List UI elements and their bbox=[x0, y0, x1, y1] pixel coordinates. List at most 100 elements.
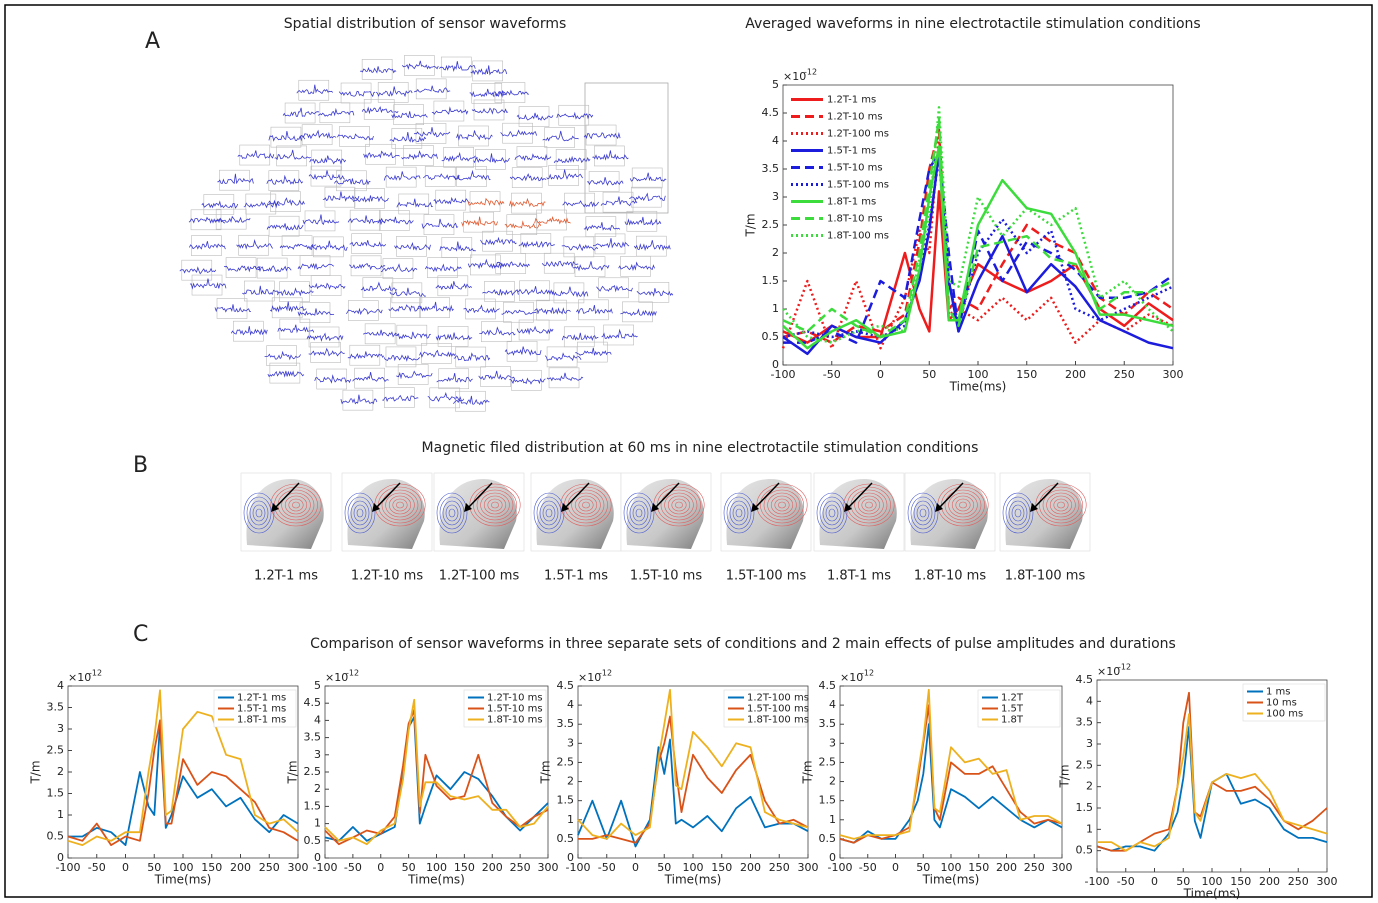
x-tick-label: -100 bbox=[828, 861, 853, 874]
sensor-trace bbox=[454, 169, 491, 181]
sensor-box bbox=[438, 368, 470, 390]
contour bbox=[726, 496, 752, 530]
sensor-trace bbox=[363, 329, 400, 338]
sensor-trace bbox=[517, 286, 554, 296]
contour bbox=[723, 492, 755, 534]
legend-label: 1.8T-100 ms bbox=[747, 715, 809, 726]
series-line bbox=[782, 145, 1174, 350]
contour bbox=[442, 500, 462, 526]
legend: 1.2T-1 ms 1.2T-10 ms 1.2T-100 ms 1.5T-1 ms 1… bbox=[787, 89, 889, 246]
y-multiplier: ×10 bbox=[783, 70, 806, 83]
sensor-trace bbox=[587, 177, 624, 186]
contour bbox=[865, 501, 873, 509]
legend-label: 1.8T-10 ms bbox=[487, 715, 543, 726]
x-tick-label: -100 bbox=[566, 861, 591, 874]
x-tick-label: 150 bbox=[1016, 368, 1037, 381]
sensor-trace bbox=[279, 243, 317, 251]
y-tick-label: 2.5 bbox=[819, 755, 837, 768]
contour bbox=[578, 498, 594, 512]
y-tick-label: 3.5 bbox=[762, 162, 780, 175]
sensor-trace bbox=[213, 215, 251, 224]
head bbox=[347, 479, 425, 549]
sensor-box bbox=[350, 255, 382, 277]
x-tick-label: -100 bbox=[56, 861, 81, 874]
sensor-trace bbox=[518, 240, 555, 249]
sensor-trace bbox=[254, 265, 292, 272]
sensor-trace bbox=[422, 173, 460, 181]
contour bbox=[632, 504, 646, 522]
sensor-trace bbox=[413, 85, 451, 93]
y-tick-label: 1.5 bbox=[762, 274, 780, 287]
sensor-trace bbox=[453, 352, 491, 362]
x-tick-label: 50 bbox=[657, 861, 671, 874]
y-tick-label: 4 bbox=[57, 679, 64, 692]
chart-title: Averaged waveforms in nine electrotactil… bbox=[745, 16, 1200, 32]
sensor-trace bbox=[236, 238, 273, 250]
contour bbox=[281, 492, 311, 518]
sensor-trace bbox=[467, 197, 505, 206]
sensor-trace bbox=[389, 287, 426, 297]
line-chart: -100 -50 0 50 100 150 200 250 300 0 0.5 1 1.5 2 2.5 3 3.… bbox=[801, 669, 1073, 887]
map-label: 1.2T-100 ms bbox=[439, 569, 520, 584]
sensor-trace bbox=[470, 65, 508, 76]
map-label: 1.8T-1 ms bbox=[827, 569, 891, 584]
arrow-head bbox=[271, 503, 279, 512]
sensor-box bbox=[495, 253, 527, 274]
legend-label: 10 ms bbox=[1266, 698, 1297, 709]
x-tick-label: 250 bbox=[510, 861, 531, 874]
sensor-trace bbox=[504, 220, 542, 229]
sensor-trace bbox=[467, 258, 505, 270]
x-axis-label: Time(ms) bbox=[922, 873, 980, 887]
frame bbox=[4, 4, 1373, 898]
sensor-trace bbox=[541, 260, 579, 269]
sensor-trace bbox=[561, 332, 599, 341]
sensor-box bbox=[602, 191, 634, 213]
contour bbox=[1008, 500, 1028, 526]
legend-label: 1.8T bbox=[1001, 715, 1024, 726]
x-tick-label: 150 bbox=[711, 861, 732, 874]
sensor-trace bbox=[348, 263, 386, 271]
sensor-trace bbox=[556, 111, 594, 120]
x-tick-label: 250 bbox=[1114, 368, 1135, 381]
dipole-arrow bbox=[846, 482, 873, 510]
y-tick-label: 0.5 bbox=[47, 830, 65, 843]
contour bbox=[774, 498, 790, 512]
x-tick-label: -50 bbox=[823, 368, 841, 381]
y-tick-label: 0.5 bbox=[557, 832, 575, 845]
contour bbox=[629, 500, 649, 526]
sensor-trace bbox=[439, 241, 476, 252]
contour bbox=[675, 501, 683, 509]
sensor-box bbox=[310, 165, 342, 187]
y-tick-label: 2.5 bbox=[557, 755, 575, 768]
sensor-trace bbox=[433, 196, 470, 205]
sensor-box bbox=[433, 100, 465, 122]
x-tick-label: -100 bbox=[771, 368, 796, 381]
y-tick-label: 1 bbox=[314, 817, 321, 830]
contour bbox=[252, 504, 266, 522]
dipole-arrow bbox=[937, 482, 964, 510]
sensor-box bbox=[503, 301, 534, 323]
sensor-trace bbox=[425, 263, 462, 273]
sensor-trace bbox=[534, 307, 571, 315]
sensor-trace bbox=[361, 106, 399, 115]
x-tick-label: 250 bbox=[1024, 861, 1045, 874]
x-tick-label: 100 bbox=[968, 368, 989, 381]
sensor-trace bbox=[624, 216, 662, 226]
legend-label: 1.5T-1 ms bbox=[237, 704, 286, 715]
contour bbox=[388, 495, 412, 515]
y-tick-label: 3 bbox=[314, 748, 321, 761]
contour bbox=[542, 504, 556, 522]
y-tick-label: 1.5 bbox=[557, 794, 575, 807]
sensor-box bbox=[481, 321, 512, 343]
sensor-trace bbox=[360, 66, 397, 74]
contour bbox=[1035, 483, 1087, 527]
contour bbox=[825, 504, 839, 522]
x-tick-label: 200 bbox=[230, 861, 251, 874]
sensor-trace bbox=[492, 89, 529, 97]
contour bbox=[1057, 501, 1065, 509]
sensor-trace bbox=[322, 191, 360, 202]
series-line bbox=[782, 106, 1174, 344]
x-tick-label: 100 bbox=[941, 861, 962, 874]
field-map bbox=[620, 472, 712, 552]
dipole-arrow bbox=[273, 482, 300, 510]
